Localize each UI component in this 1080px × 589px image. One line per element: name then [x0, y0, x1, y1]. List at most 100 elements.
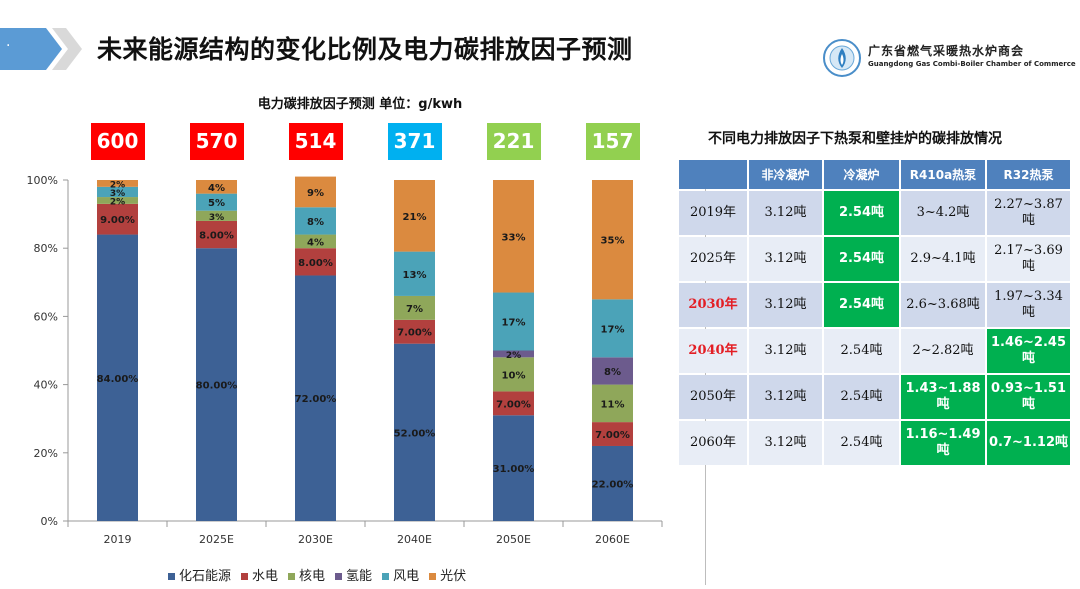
legend-item: 水电	[241, 565, 278, 584]
value-cell: 1.43~1.88吨	[901, 375, 985, 419]
value-cell: 3.12吨	[749, 329, 822, 373]
data-label: 35%	[601, 236, 625, 247]
x-tick-label: 2050E	[496, 533, 531, 546]
data-label: 9.00%	[100, 215, 135, 226]
year-cell: 2030年	[679, 283, 747, 327]
value-cell: 3.12吨	[749, 191, 822, 235]
bar-segment	[493, 350, 534, 358]
legend-swatch	[168, 573, 175, 580]
data-label: 4%	[307, 237, 324, 248]
y-tick-label: 60%	[34, 310, 58, 323]
value-cell: 3~4.2吨	[901, 191, 985, 235]
bar-segment	[394, 295, 435, 320]
value-cell: 1.97~3.34吨	[987, 283, 1070, 327]
emission-factor-box: 600	[90, 123, 145, 160]
chart-legend: 化石能源 水电 核电 氢能 风电 光伏	[168, 565, 476, 584]
chart-title: 电力碳排放因子预测 单位：g/kwh	[257, 97, 463, 112]
legend-item: 氢能	[335, 565, 372, 584]
legend-swatch	[335, 573, 343, 580]
legend-swatch	[241, 573, 249, 580]
bar-segment	[394, 180, 435, 252]
bar-segment	[394, 319, 435, 344]
bar-segment	[295, 234, 336, 249]
data-label: 80.00%	[196, 381, 238, 392]
emission-factor-box: 221	[486, 123, 541, 160]
value-cell: 1.46~2.45吨	[987, 329, 1070, 373]
data-label: 21%	[403, 212, 427, 223]
legend-swatch	[382, 573, 390, 580]
table-row: 2030年 3.12吨 2.54吨 2.6~3.68吨 1.97~3.34吨	[679, 283, 1070, 327]
table-header	[679, 160, 747, 189]
logo-text: 广东省燃气采暖热水炉商会	[868, 44, 1025, 58]
data-label: 4%	[208, 183, 225, 194]
bar-segment	[493, 415, 534, 521]
y-tick-label: 100%	[27, 174, 58, 187]
value-cell: 3.12吨	[749, 283, 822, 327]
bar-segment	[493, 180, 534, 293]
data-label: 5%	[208, 198, 225, 209]
value-cell: 2.54吨	[824, 283, 899, 327]
table-header: 冷凝炉	[824, 160, 899, 189]
table-row: 2040年 3.12吨 2.54吨 2~2.82吨 1.46~2.45吨	[679, 329, 1070, 373]
value-cell: 2.54吨	[824, 375, 899, 419]
x-tick-label: 2060E	[595, 533, 630, 546]
bar-segment	[592, 384, 633, 423]
legend-item: 光伏	[429, 565, 466, 584]
data-label: 8%	[307, 217, 324, 228]
bar-segment	[196, 220, 237, 249]
table-header: 非冷凝炉	[749, 160, 822, 189]
legend-swatch	[288, 573, 296, 580]
emission-factor-box: 157	[585, 123, 640, 160]
data-label: 22.00%	[592, 479, 634, 490]
bullet-dot: ·	[6, 38, 11, 54]
data-label: 2%	[110, 197, 125, 207]
title-arrow-decoration	[0, 28, 82, 70]
table-title: 不同电力排放因子下热泵和壁挂炉的碳排放情况	[708, 131, 1002, 147]
value-cell: 0.93~1.51吨	[987, 375, 1070, 419]
data-label: 72.00%	[295, 394, 337, 405]
value-cell: 2.17~3.69吨	[987, 237, 1070, 281]
year-cell: 2019年	[679, 191, 747, 235]
bar-segment	[196, 193, 237, 211]
bar-segment	[592, 180, 633, 300]
bar-segment	[592, 357, 633, 385]
logo-subtext: Guangdong Gas Combi-Boiler Chamber of Co…	[868, 60, 1076, 68]
stacked-bar-chart: 0%20%40%60%80%100%84.00%9.00%2%3%2%20198…	[27, 174, 663, 546]
data-label: 11%	[601, 399, 625, 410]
data-label: 2%	[506, 351, 521, 361]
table-row: 2019年 3.12吨 2.54吨 3~4.2吨 2.27~3.87吨	[679, 191, 1070, 235]
value-cell: 0.7~1.12吨	[987, 421, 1070, 465]
value-cell: 2.54吨	[824, 237, 899, 281]
data-label: 17%	[601, 324, 625, 335]
legend-label: 化石能源	[179, 569, 232, 584]
emission-comparison-table: 非冷凝炉 冷凝炉 R410a热泵 R32热泵 2019年 3.12吨 2.54吨 3~4.2…	[677, 158, 1072, 467]
y-tick-label: 40%	[34, 379, 58, 392]
emission-factor-box: 570	[189, 123, 244, 160]
value-cell: 2.54吨	[824, 329, 899, 373]
chamber-logo: 广东省燃气采暖热水炉商会 Guangdong Gas Combi-Boiler …	[822, 38, 1076, 82]
y-tick-label: 20%	[34, 447, 58, 460]
bar-segment	[295, 176, 336, 208]
bar-segment	[493, 357, 534, 392]
bar-segment	[196, 210, 237, 221]
bar-segment	[97, 180, 138, 187]
data-label: 7.00%	[595, 430, 630, 441]
year-cell: 2050年	[679, 375, 747, 419]
bar-segment	[196, 248, 237, 521]
bar-segment	[295, 248, 336, 276]
bar-segment	[97, 203, 138, 235]
x-tick-label: 2025E	[199, 533, 234, 546]
x-tick-label: 2030E	[298, 533, 333, 546]
data-label: 84.00%	[97, 374, 139, 385]
table-header: R410a热泵	[901, 160, 985, 189]
value-cell: 2~2.82吨	[901, 329, 985, 373]
bar-segment	[295, 275, 336, 521]
data-label: 8%	[604, 367, 621, 378]
data-label: 8.00%	[199, 231, 234, 242]
value-cell: 2.9~4.1吨	[901, 237, 985, 281]
bar-segment	[196, 180, 237, 194]
data-label: 52.00%	[394, 428, 436, 439]
data-label: 31.00%	[493, 464, 535, 475]
legend-label: 氢能	[346, 569, 373, 584]
value-cell: 3.12吨	[749, 375, 822, 419]
